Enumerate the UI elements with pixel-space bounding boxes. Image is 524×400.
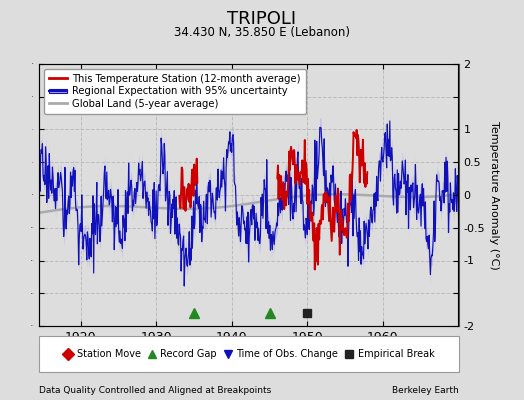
Legend: This Temperature Station (12-month average), Regional Expectation with 95% uncer: This Temperature Station (12-month avera… bbox=[45, 69, 306, 114]
Text: Berkeley Earth: Berkeley Earth bbox=[392, 386, 458, 395]
Y-axis label: Temperature Anomaly (°C): Temperature Anomaly (°C) bbox=[489, 121, 499, 269]
Text: TRIPOLI: TRIPOLI bbox=[227, 10, 297, 28]
Legend: Station Move, Record Gap, Time of Obs. Change, Empirical Break: Station Move, Record Gap, Time of Obs. C… bbox=[59, 345, 439, 363]
FancyBboxPatch shape bbox=[39, 336, 459, 372]
Text: Data Quality Controlled and Aligned at Breakpoints: Data Quality Controlled and Aligned at B… bbox=[39, 386, 271, 395]
Text: 34.430 N, 35.850 E (Lebanon): 34.430 N, 35.850 E (Lebanon) bbox=[174, 26, 350, 39]
